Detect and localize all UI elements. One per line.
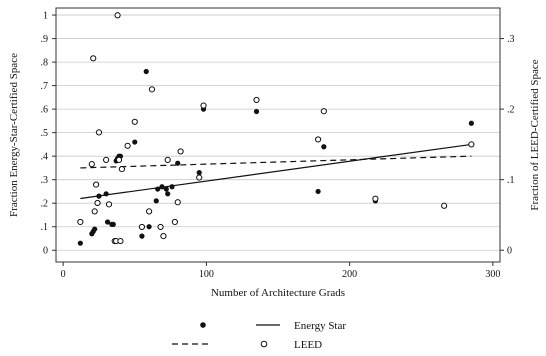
leed-point [174, 199, 181, 206]
x-axis-title: Number of Architecture Grads [211, 287, 345, 299]
fit-lines [80, 143, 472, 200]
leed-point [148, 86, 156, 93]
leed-point [441, 202, 448, 209]
energy-star-point [146, 224, 152, 230]
y-right-tick-label: .2 [507, 105, 515, 116]
energy-star-point [139, 233, 145, 239]
leed-point [94, 199, 101, 207]
leed-point [118, 165, 125, 173]
y-axis-right: 0 .1 .2 .3 [500, 34, 515, 257]
leed-point [253, 96, 260, 104]
energy-star-point [169, 184, 175, 190]
fit-line-leed [80, 155, 472, 169]
energy-star-point [132, 139, 138, 145]
energy-star-point [103, 191, 109, 197]
y-left-tick-label: .8 [41, 58, 49, 69]
leed-point [157, 223, 164, 231]
energy-star-point [321, 144, 327, 150]
leed-point [315, 136, 322, 143]
x-tick-label: 300 [485, 269, 500, 280]
energy-star-point [104, 219, 111, 225]
energy-star-point [159, 184, 165, 190]
y-left-tick-label: .3 [41, 175, 49, 186]
energy-star-point [153, 198, 159, 204]
energy-star-point [143, 68, 149, 75]
leed-point [177, 148, 184, 155]
y-left-tick-label: .7 [41, 81, 49, 92]
y-left-tick-label: 1 [43, 11, 48, 22]
energy-star-point [77, 240, 83, 246]
leed-point [145, 208, 153, 215]
fit-line-energy-star [80, 143, 472, 200]
legend-energy-star-label: Energy Star [294, 320, 346, 332]
energy-star-point [155, 186, 161, 192]
y-axis-left: 0 .1 .2 .3 .4 .5 .6 .7 .8 .9 1 [41, 11, 56, 257]
data-points [77, 12, 475, 246]
grid-lines [56, 14, 500, 251]
leed-point [93, 181, 100, 188]
energy-star-point [165, 191, 171, 197]
y-right-tick-label: 0 [507, 246, 512, 257]
legend-leed-label: LEED [294, 339, 322, 351]
x-tick-label: 200 [342, 269, 357, 280]
leed-point [95, 129, 103, 136]
leed-point [372, 195, 379, 202]
energy-star-point [92, 226, 98, 232]
y-right-tick-label: .1 [507, 175, 515, 186]
energy-star-point [196, 170, 202, 176]
x-tick-label: 100 [199, 269, 214, 280]
legend: Energy Star LEED [172, 320, 346, 351]
leed-point [124, 142, 131, 149]
energy-star-point [110, 221, 116, 227]
y-left-tick-label: .2 [41, 199, 49, 210]
leed-point [138, 223, 146, 231]
leed-point [468, 141, 475, 148]
plot-frame [55, 7, 501, 263]
y-axis-right-title: Fraction of LEED-Certified Space [529, 59, 541, 210]
leed-point [90, 55, 97, 62]
y-left-tick-label: .6 [41, 105, 49, 116]
leed-point [117, 237, 124, 245]
leed-point [131, 118, 138, 125]
energy-star-point [175, 160, 181, 166]
legend-energy-star-marker [200, 322, 206, 328]
y-right-tick-label: .3 [507, 34, 515, 45]
leed-point [88, 161, 95, 168]
leed-point [91, 208, 98, 215]
leed-point [103, 156, 110, 164]
energy-star-point [163, 186, 169, 192]
x-tick-label: 0 [61, 269, 66, 280]
leed-point [171, 218, 178, 226]
energy-star-point [315, 188, 321, 195]
leed-point [196, 174, 203, 181]
y-left-tick-label: 0 [43, 246, 48, 257]
x-axis: 0 100 200 300 [61, 262, 500, 280]
legend-leed-marker [260, 340, 268, 348]
y-left-tick-label: .4 [41, 152, 49, 163]
leed-point [320, 108, 327, 115]
leed-point [164, 156, 171, 164]
y-left-tick-label: .9 [41, 34, 49, 45]
leed-point [115, 156, 123, 164]
leed-point [200, 102, 207, 109]
energy-star-point [96, 193, 102, 199]
y-left-tick-label: .5 [41, 128, 49, 139]
y-axis-left-title: Fraction Energy-Star-Certified Space [8, 53, 20, 217]
y-left-tick-label: .1 [41, 222, 49, 233]
energy-star-point [468, 120, 474, 126]
leed-point [160, 233, 167, 240]
leed-point [114, 12, 121, 19]
leed-point [77, 218, 84, 226]
leed-point [105, 201, 113, 208]
energy-star-point [253, 108, 260, 115]
